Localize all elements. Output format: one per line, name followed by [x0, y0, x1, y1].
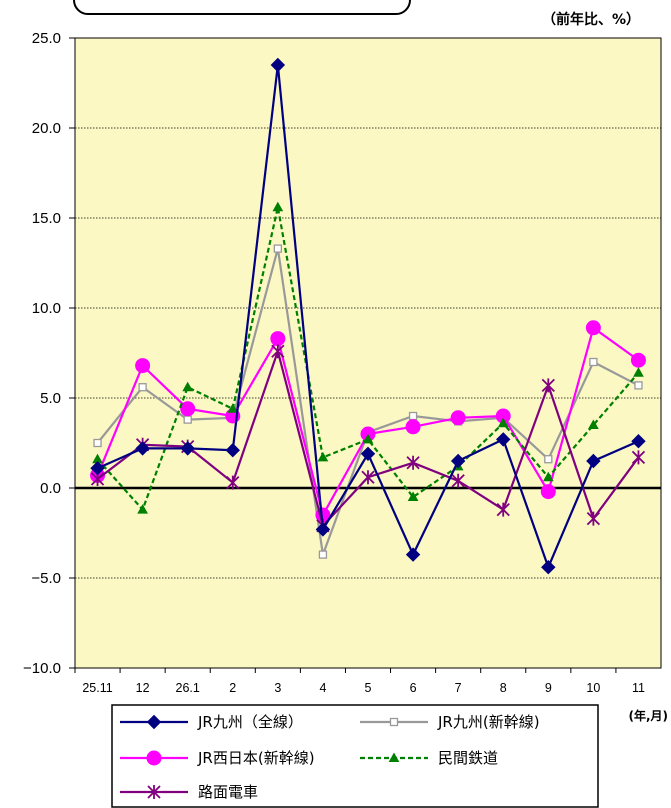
data-point — [138, 383, 147, 392]
data-point — [135, 441, 150, 456]
data-point — [318, 550, 328, 559]
y-tick-label: −10.0 — [23, 660, 61, 677]
data-point — [226, 475, 240, 490]
data-point — [90, 460, 105, 476]
data-point — [180, 441, 195, 456]
x-tick-label: 11 — [632, 681, 645, 695]
data-point — [541, 559, 556, 575]
legend-item: JR西日本(新幹線) — [120, 749, 315, 767]
data-point — [361, 470, 375, 485]
data-point — [450, 453, 466, 469]
data-point — [497, 417, 509, 428]
x-tick-label: 4 — [319, 681, 326, 695]
x-tick-label: 10 — [586, 681, 600, 695]
legend-label: 民間鉄道 — [438, 749, 498, 767]
data-point — [496, 432, 511, 447]
data-point — [360, 446, 376, 462]
x-axis-ticks: 25.11 12 26.1 2 3 4 5 6 7 8 9 10 11 — [74, 668, 645, 695]
y-tick-label: 20.0 — [32, 120, 61, 137]
data-point — [586, 453, 601, 469]
data-point — [405, 419, 421, 435]
data-point — [408, 411, 418, 421]
title-box-frame — [73, 0, 411, 15]
legend-label: JR九州(新幹線) — [437, 713, 540, 731]
x-tick-label: 25.11 — [82, 681, 112, 695]
data-point — [93, 438, 102, 448]
data-point — [227, 403, 239, 413]
x-tick-label: 9 — [545, 681, 552, 695]
legend-marker — [388, 752, 400, 762]
legend-item: JR九州（全線） — [120, 713, 303, 731]
y-axis-ticks: 25.0 20.0 15.0 10.0 5.0 0.0 −5.0 −10.0 — [23, 30, 75, 677]
y-tick-label: 0.0 — [40, 480, 61, 497]
data-point — [631, 450, 646, 465]
y-tick-label: 15.0 — [32, 210, 61, 227]
x-tick-label: 5 — [365, 681, 372, 695]
data-point — [407, 491, 419, 501]
data-point — [135, 358, 151, 374]
data-point — [633, 367, 644, 377]
legend-label: JR九州（全線） — [197, 713, 303, 731]
data-point — [631, 433, 646, 449]
x-tick-label: 3 — [274, 681, 281, 695]
legend-box — [111, 704, 599, 808]
data-point — [270, 331, 286, 347]
data-point — [406, 455, 420, 470]
data-point — [405, 547, 421, 562]
legend-item: 路面電車 — [120, 783, 258, 801]
data-point — [542, 471, 554, 482]
legend-label: JR西日本(新幹線) — [197, 749, 315, 767]
data-point — [544, 455, 553, 464]
data-point — [362, 433, 374, 444]
series-4 — [92, 201, 644, 514]
data-point — [588, 419, 599, 429]
gridlines — [75, 127, 661, 579]
legend-marker — [146, 714, 162, 730]
x-tick-label: 2 — [229, 681, 236, 695]
legend-item: JR九州(新幹線) — [360, 713, 540, 731]
data-point — [540, 484, 556, 500]
data-point — [541, 378, 555, 393]
x-tick-label: 7 — [455, 681, 462, 695]
legend-marker — [146, 750, 162, 766]
y-tick-label: 10.0 — [32, 300, 61, 317]
series-1 — [90, 57, 646, 575]
data-point — [450, 410, 466, 426]
plot-area — [74, 37, 662, 669]
data-point — [496, 502, 510, 517]
legend-label: 路面電車 — [198, 783, 258, 801]
x-tick-label: 12 — [136, 681, 150, 695]
data-point — [272, 201, 284, 212]
data-point — [585, 320, 601, 336]
x-unit-label: (年,月) — [628, 708, 668, 723]
legend-marker — [389, 717, 399, 727]
data-point — [586, 511, 601, 526]
data-point — [634, 381, 643, 390]
data-point — [183, 415, 192, 424]
legend-item: 民間鉄道 — [360, 749, 498, 767]
data-point — [630, 352, 646, 368]
data-point — [180, 401, 196, 417]
data-point — [137, 504, 148, 514]
legend-marker — [147, 785, 161, 799]
data-point — [317, 451, 329, 462]
data-point — [589, 357, 598, 367]
data-point — [315, 522, 331, 537]
data-point — [451, 473, 465, 488]
unit-label: （前年比、%） — [542, 11, 640, 28]
y-tick-label: 25.0 — [32, 30, 61, 47]
y-tick-label: 5.0 — [40, 390, 61, 407]
x-tick-label: 26.1 — [176, 681, 200, 695]
data-point — [271, 344, 285, 359]
series-group — [90, 57, 646, 575]
y-tick-label: −5.0 — [31, 570, 61, 587]
data-point — [225, 442, 240, 458]
data-point — [270, 57, 286, 73]
data-point — [182, 381, 194, 392]
x-tick-label: 8 — [500, 681, 507, 695]
x-tick-label: 6 — [410, 681, 417, 695]
data-point — [273, 244, 282, 253]
